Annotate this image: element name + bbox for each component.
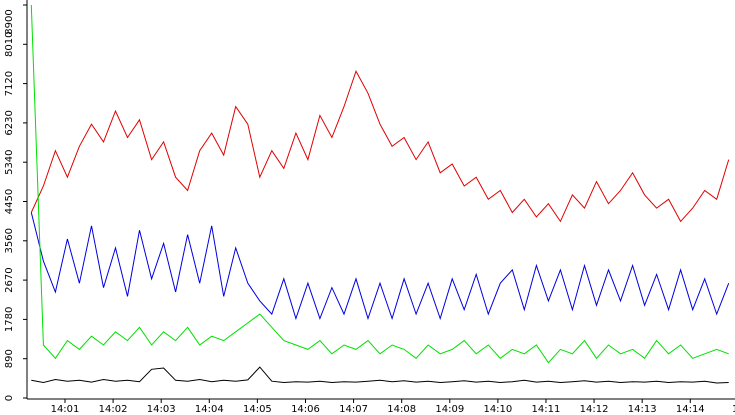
series-line (30, 212, 730, 321)
x-tick-label: 14:05 (243, 404, 272, 415)
x-tick-label: 14:06 (291, 404, 320, 415)
y-tick-label: 7120 (4, 71, 15, 96)
y-tick-label: 890 (4, 349, 15, 368)
x-tick-label: 14:04 (195, 404, 224, 415)
x-tick-label: 14:07 (339, 404, 368, 415)
x-tick-label: 14:10 (483, 404, 512, 415)
x-tick-label: 14 (732, 404, 735, 415)
x-tick-label: 14:13 (628, 404, 657, 415)
y-tick-label: 0 (4, 395, 15, 401)
x-tick-label: 14:09 (435, 404, 464, 415)
x-tick-label: 14:01 (51, 404, 80, 415)
y-tick-label: 4450 (4, 189, 15, 214)
x-tick-label: 14:14 (676, 404, 705, 415)
series-line (30, 4, 729, 364)
x-tick-label: 14:08 (387, 404, 416, 415)
y-tick-label: 8010 (4, 32, 15, 57)
y-tick-label: 6230 (4, 110, 15, 135)
x-tick-label: 14:02 (99, 404, 128, 415)
y-tick-label: 8900 (4, 9, 15, 34)
series-line (30, 69, 730, 223)
series-line (31, 366, 729, 384)
y-tick-label: 5340 (4, 149, 15, 174)
y-tick-label: 3560 (4, 228, 15, 253)
y-tick-label: 2670 (4, 267, 15, 292)
y-tick-label: 1780 (4, 307, 15, 332)
x-tick-label: 14:11 (532, 404, 561, 415)
x-tick-label: 14:12 (580, 404, 609, 415)
x-tick-label: 14:03 (147, 404, 176, 415)
